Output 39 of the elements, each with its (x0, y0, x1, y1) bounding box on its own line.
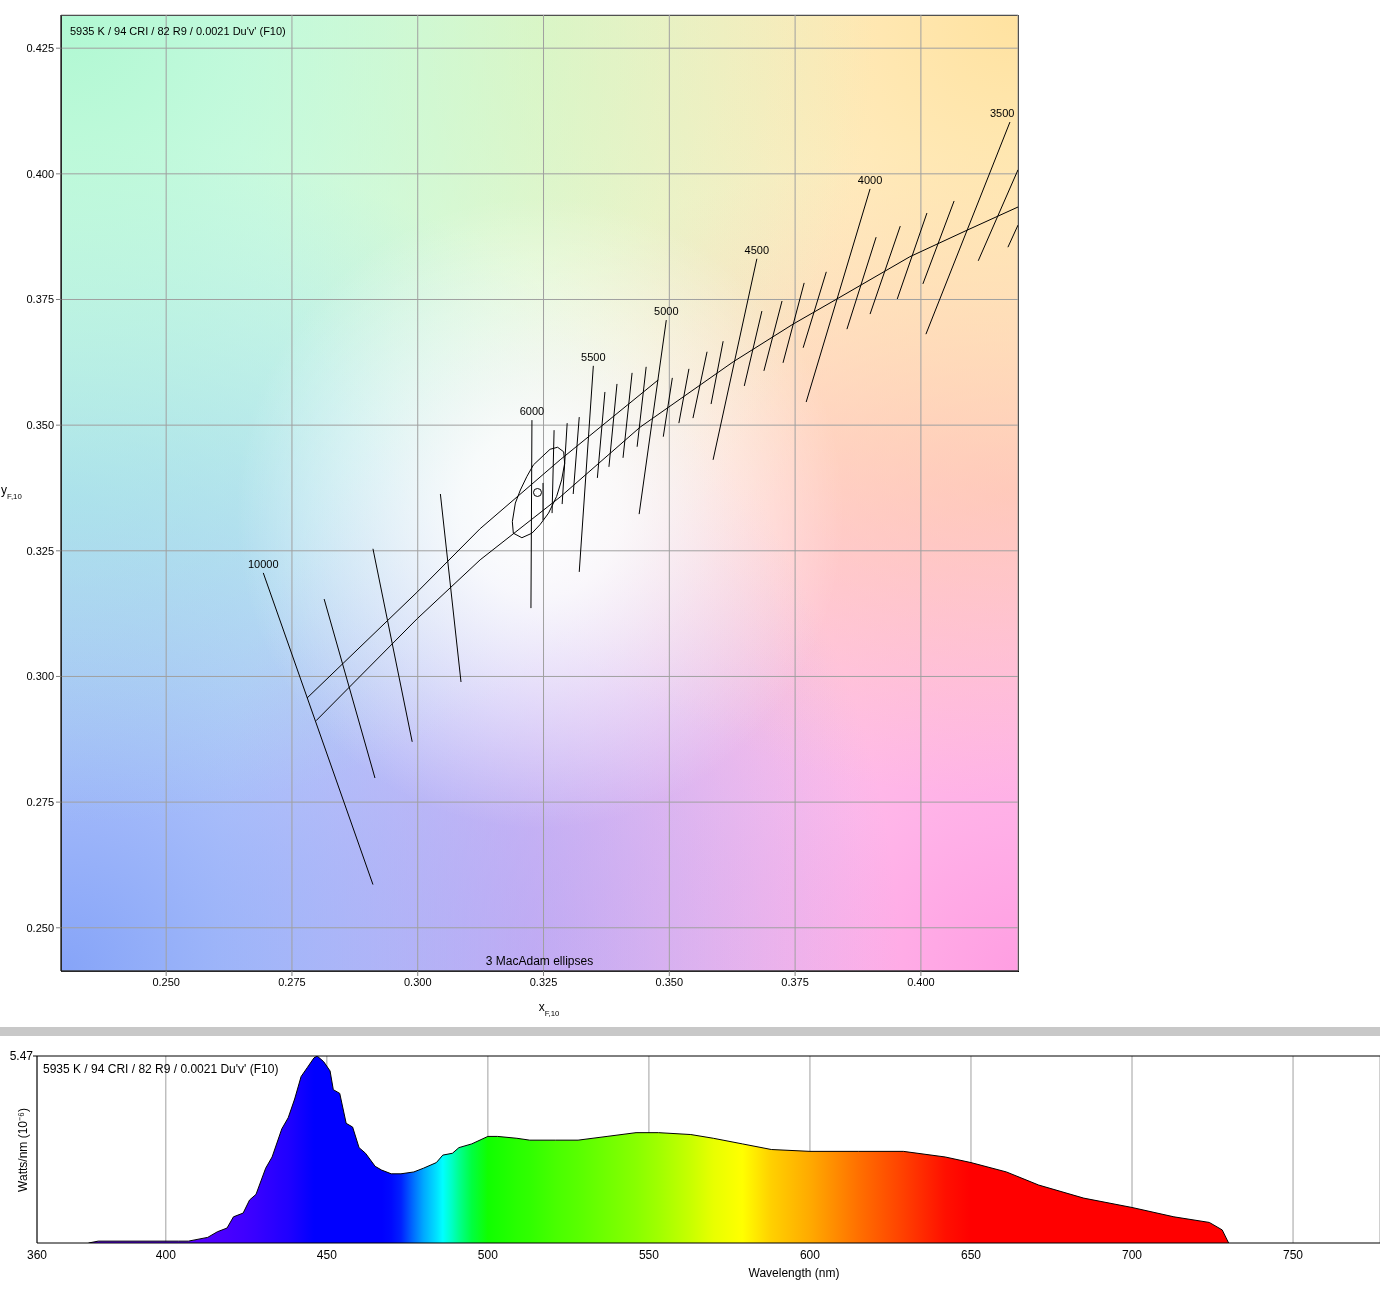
series-label: 5500 (581, 350, 606, 363)
text: 5935 K / 94 CRI / 82 R9 / 0.0021 Du'v' (F10) (43, 1062, 279, 1076)
y-tick-label: 0.375 (26, 293, 54, 306)
y-tick-label: 0.350 (26, 419, 54, 432)
series-label: 5000 (654, 305, 679, 318)
y-tick-label: 0.300 (26, 670, 54, 683)
series-label: 4000 (857, 173, 883, 186)
text: 5.47 (9, 1049, 34, 1063)
x-tick-label: 750 (1283, 1247, 1304, 1262)
text: 5935 K / 94 CRI / 82 R9 / 0.0021 Du'v' (F10) (70, 25, 286, 37)
y-axis-title: y$_{F,10}$ (1, 483, 23, 501)
x-tick-label: 600 (799, 1247, 821, 1262)
x-tick-label: 0.325 (529, 975, 558, 988)
y-tick-label: 0.275 (26, 796, 54, 809)
x-tick-label: 500 (477, 1247, 499, 1262)
series-label: 4500 (744, 243, 770, 256)
series-label: 10000 (247, 557, 279, 570)
x-tick-label: 650 (960, 1247, 982, 1262)
x-tick-label: 0.350 (655, 975, 684, 988)
x-axis-title: x$_{F,10}$ (538, 1000, 561, 1018)
y-tick-label: 0.425 (26, 42, 54, 55)
series-label: 3500 (990, 107, 1015, 120)
series-label: 6000 (519, 405, 545, 418)
annotation: 3 MacAdam ellipses (485, 954, 594, 968)
x-tick-label: 400 (155, 1247, 177, 1262)
x-tick-label: 360 (26, 1247, 48, 1262)
y-axis-title: Watts/nm (10⁻⁶) (16, 1108, 30, 1192)
x-tick-label: 700 (1122, 1247, 1143, 1262)
x-tick-label: 550 (638, 1247, 660, 1262)
x-tick-label: 0.300 (403, 975, 432, 988)
x-tick-label: 0.375 (781, 975, 809, 988)
y-tick-label: 0.325 (26, 544, 54, 557)
y-tick-label: 0.250 (26, 921, 54, 934)
x-tick-label: 0.275 (278, 975, 306, 988)
x-tick-label: 0.400 (907, 975, 935, 988)
x-tick-label: 0.250 (152, 975, 180, 988)
x-axis-title: Wavelength (nm) (748, 1266, 840, 1280)
y-tick-label: 0.400 (26, 167, 54, 180)
x-tick-label: 450 (316, 1247, 338, 1262)
